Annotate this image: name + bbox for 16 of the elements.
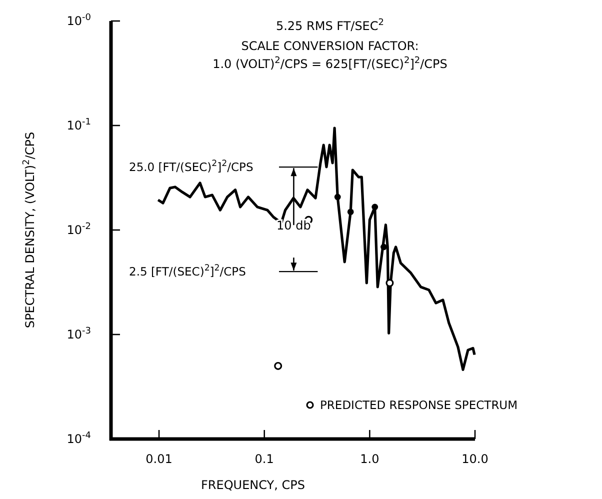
y-tick-label: 10$^{-4}$ bbox=[66, 431, 92, 446]
y-tick-label: 10$^{-3}$ bbox=[66, 326, 91, 342]
text: SCALE CONVERSION FACTOR: bbox=[241, 39, 419, 53]
y-tick-label: 10$^{-0}$ bbox=[66, 13, 92, 28]
x-tick-label: 10.0 bbox=[462, 452, 488, 466]
y-tick-label: 10$^{-1}$ bbox=[66, 118, 91, 132]
legend-label: PREDICTED RESPONSE SPECTRUM bbox=[320, 398, 518, 412]
x-tick-label: 0.01 bbox=[146, 452, 172, 466]
x-tick-label: 0.1 bbox=[254, 452, 274, 466]
annotation: 1.0 (VOLT)$^{2}$/CPS = 625[FT/(SEC)$^{2}$]$^{2}$/CPS bbox=[212, 56, 448, 71]
y-tick-label: 10$^{-2}$ bbox=[66, 222, 91, 237]
ref-line-label: 2.5 [FT/(SEC)$^{2}$]$^{2}$/CPS bbox=[129, 264, 246, 279]
ref-line-label: 25.0 [FT/(SEC)$^{2}$]$^{2}$/CPS bbox=[129, 159, 254, 174]
chart-title: 5.25 RMS FT/SEC$^{2}$ bbox=[276, 18, 384, 33]
x-axis-title: FREQUENCY, CPS bbox=[201, 478, 305, 492]
x-tick-label: 1.0 bbox=[360, 452, 380, 466]
